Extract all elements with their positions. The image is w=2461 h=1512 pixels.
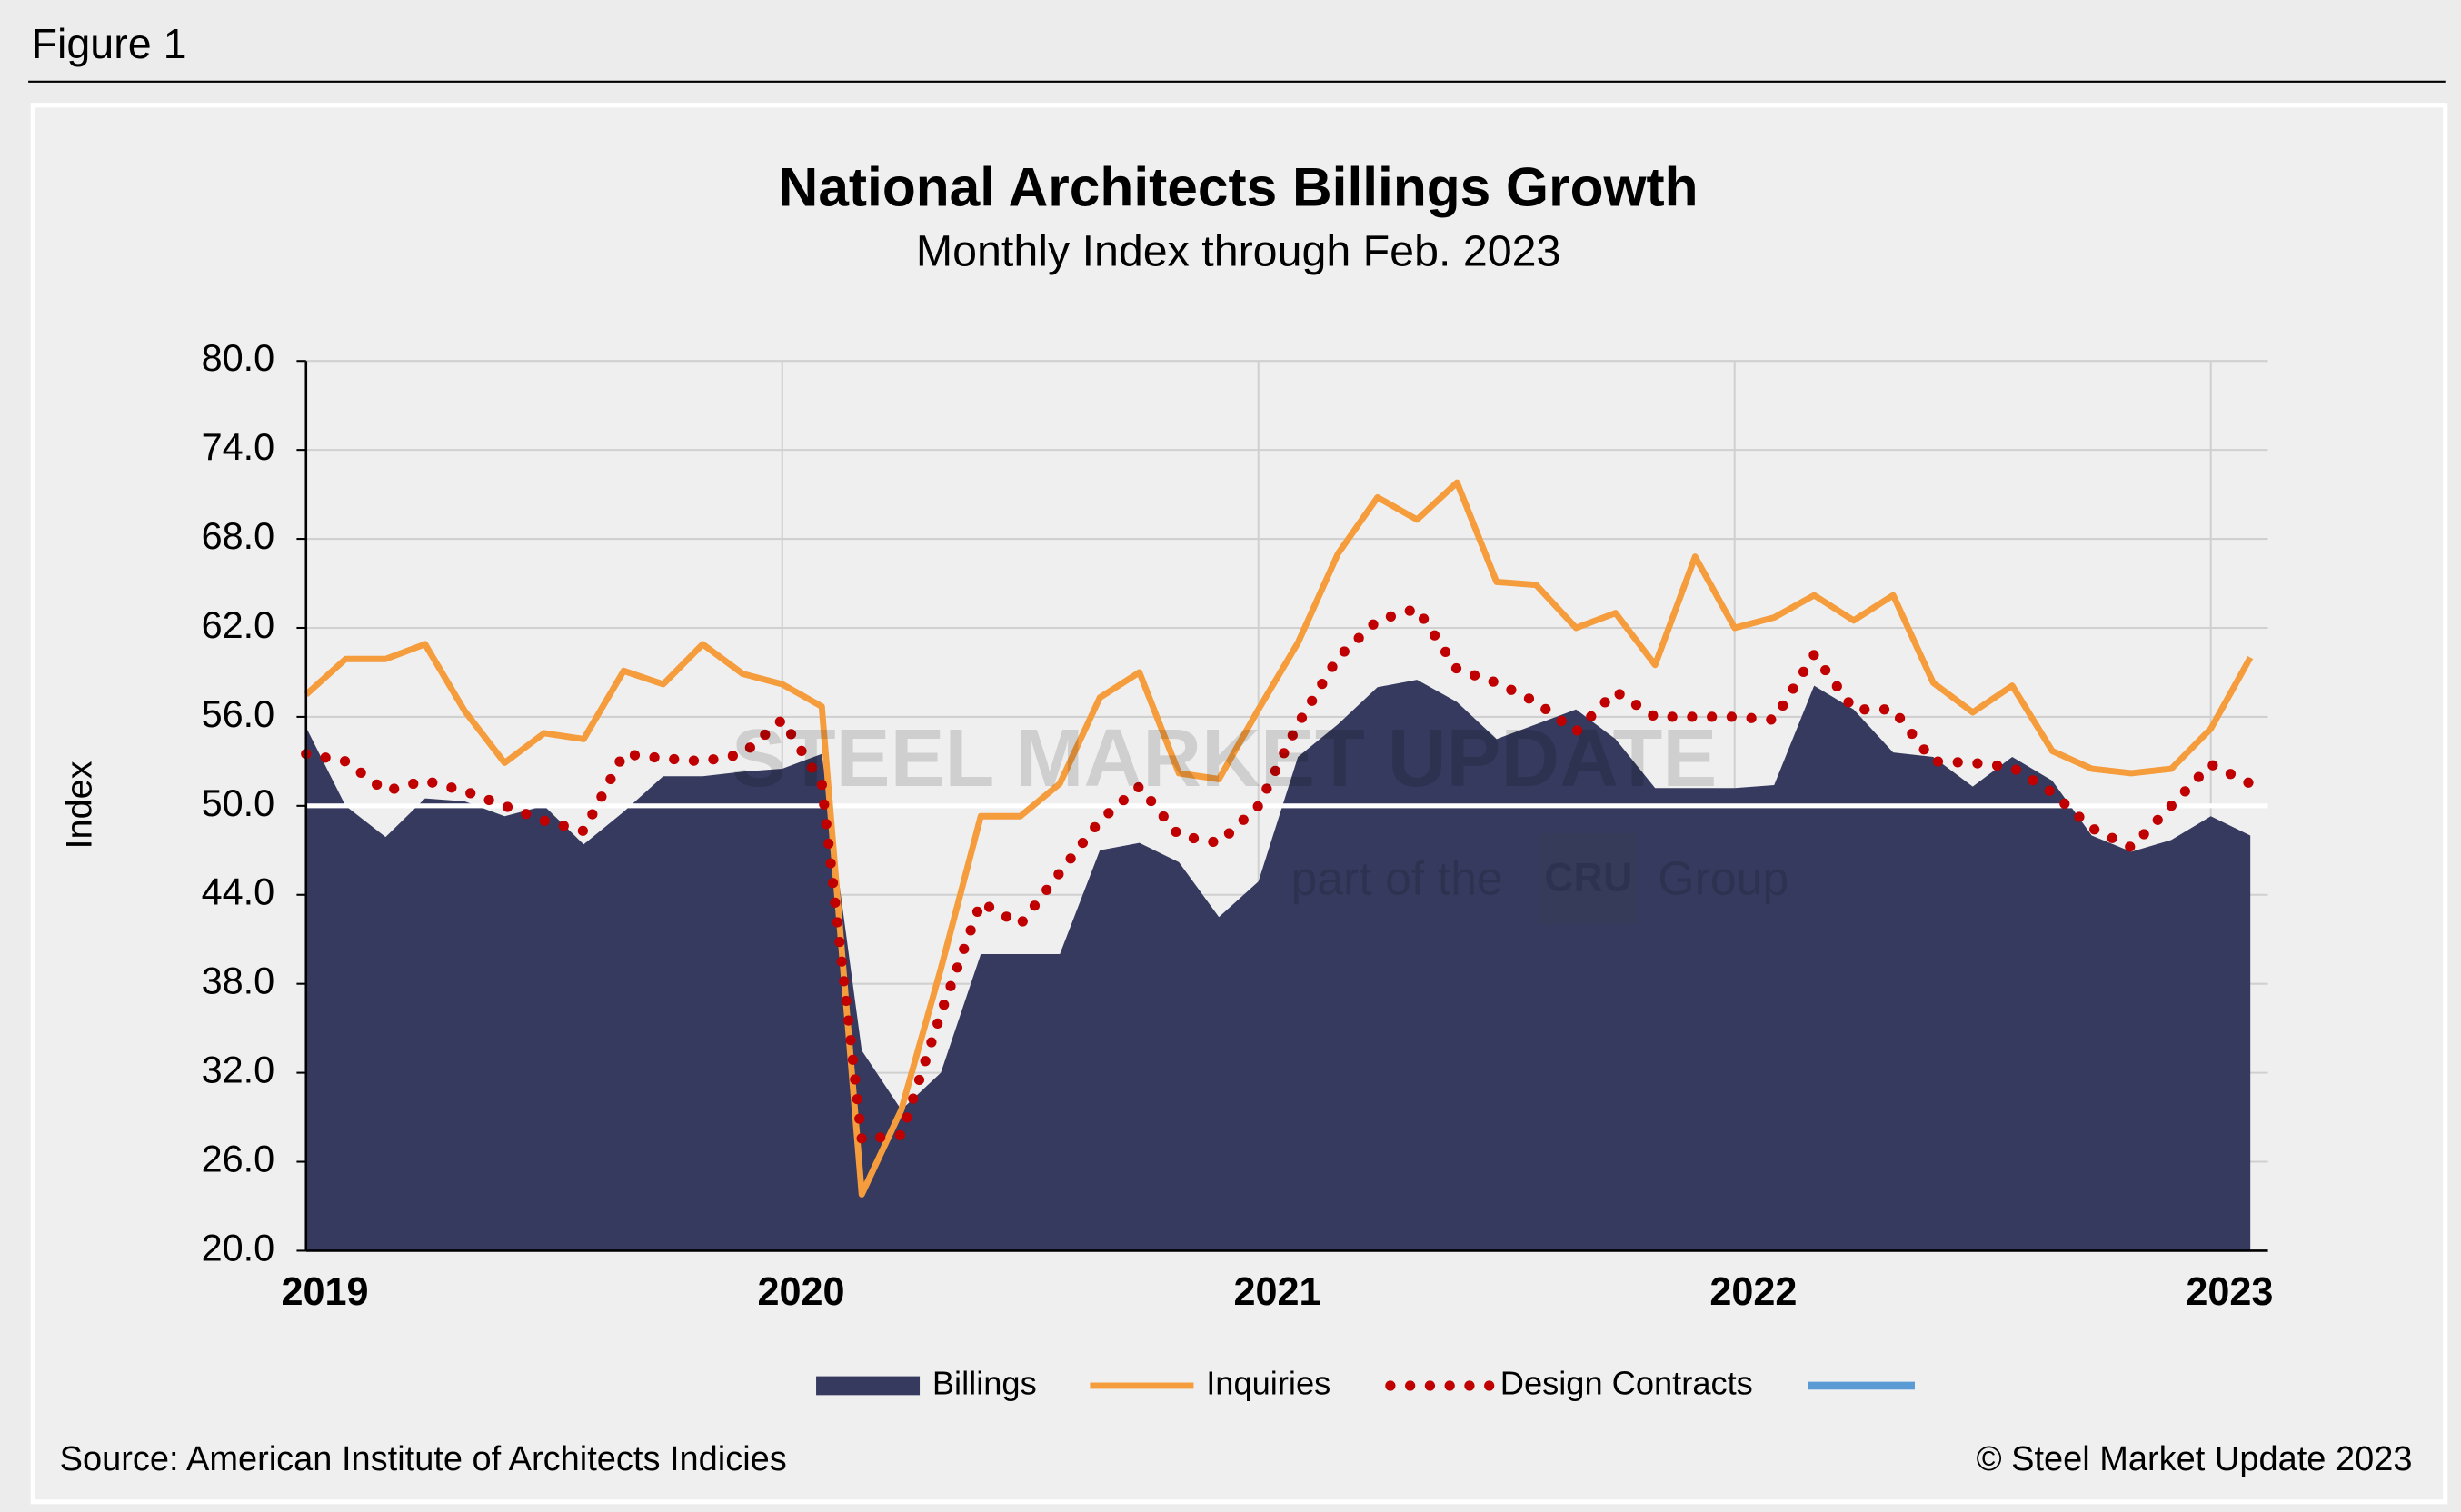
y-tick-label: 56.0 bbox=[202, 692, 275, 735]
billings-area bbox=[305, 680, 2251, 1251]
y-tick-label: 74.0 bbox=[202, 425, 275, 468]
x-tick-label: 2021 bbox=[1233, 1270, 1320, 1314]
chart-title: National Architects Billings Growth bbox=[779, 156, 1699, 218]
y-tick-label: 50.0 bbox=[202, 781, 275, 824]
y-tick-label: 80.0 bbox=[202, 336, 275, 379]
y-tick-label: 38.0 bbox=[202, 960, 275, 1002]
x-tick-label: 2023 bbox=[2186, 1270, 2273, 1314]
y-tick-label: 20.0 bbox=[202, 1226, 275, 1268]
legend-label: Billings bbox=[932, 1365, 1037, 1402]
watermark: STEEL MARKET UPDATE part of the CRU Grou… bbox=[732, 713, 1788, 925]
watermark-brand: STEEL MARKET UPDATE bbox=[732, 713, 1717, 804]
y-axis-label: Index bbox=[59, 761, 99, 849]
legend-swatch bbox=[816, 1376, 921, 1396]
y-tick-label: 32.0 bbox=[202, 1049, 275, 1091]
chart-subtitle: Monthly Index through Feb. 2023 bbox=[916, 227, 1561, 276]
y-tick-label: 26.0 bbox=[202, 1137, 275, 1179]
watermark-logo-box bbox=[1539, 833, 1638, 925]
x-tick-label: 2019 bbox=[281, 1270, 368, 1314]
watermark-tagline: part of the bbox=[1290, 851, 1502, 904]
x-tick-label: 2022 bbox=[1709, 1270, 1797, 1314]
plot-area: 20.0 26.0 32.0 38.0 44.0 50.0 56.0 62.0 68.0 74.0… bbox=[202, 336, 2274, 1401]
y-tick-label: 68.0 bbox=[202, 514, 275, 557]
watermark-logo: CRU bbox=[1544, 854, 1632, 900]
y-tick-label: 62.0 bbox=[202, 603, 275, 646]
figure-label: Figure 1 bbox=[32, 20, 187, 67]
legend-label: Design Contracts bbox=[1500, 1365, 1753, 1402]
y-tick-label: 44.0 bbox=[202, 870, 275, 913]
design-contracts-line bbox=[301, 602, 2256, 1146]
watermark-tagline-end: Group bbox=[1658, 851, 1788, 904]
inquiries-line bbox=[304, 479, 2254, 1198]
copyright: © Steel Market Update 2023 bbox=[1977, 1440, 2413, 1478]
source-note: Source: American Institute of Architects… bbox=[60, 1440, 787, 1478]
x-tick-label: 2020 bbox=[757, 1270, 844, 1314]
legend-label: Inquiries bbox=[1206, 1365, 1330, 1402]
